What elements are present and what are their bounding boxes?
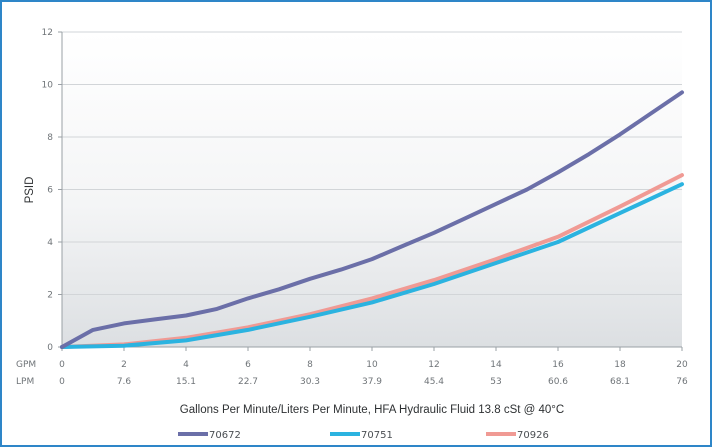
y-tick-label-5: 10	[42, 81, 54, 91]
x-tick-label-9: 18	[614, 360, 626, 370]
x-tick-label-secondary-1: 7.6	[117, 377, 132, 387]
y-tick-label-3: 6	[47, 186, 53, 196]
x-tick-label-secondary-5: 37.9	[362, 377, 382, 387]
x-unit-label-primary: GPM	[16, 360, 36, 370]
x-tick-label-secondary-9: 68.1	[610, 377, 630, 387]
series-lines	[60, 90, 684, 349]
legend-label-0: 70672	[209, 430, 241, 441]
y-tick-label-0: 0	[47, 343, 53, 353]
x-unit-label-secondary: LPM	[16, 377, 34, 387]
y-tick-label-4: 8	[47, 133, 53, 143]
x-tick-label-8: 16	[552, 360, 564, 370]
x-tick-label-secondary-3: 22.7	[238, 377, 258, 387]
legend: 70672 70751 70926	[178, 430, 549, 441]
y-axis-title: PSID	[24, 177, 36, 204]
x-axis-title: Gallons Per Minute/Liters Per Minute, HF…	[180, 404, 564, 416]
y-tick-label-1: 2	[47, 291, 53, 301]
x-tick-label-secondary-7: 53	[490, 377, 501, 387]
grid-lines	[58, 31, 683, 351]
x-tick-label-secondary-6: 45.4	[424, 377, 444, 387]
x-tick-labels: GPM LPM 0 0 2 7.6 4 15.1 6 22.7 8 30.3 10 37.9 12 45.4 1…	[16, 360, 688, 387]
x-tick-label-5: 10	[366, 360, 378, 370]
x-tick-label-secondary-8: 60.6	[548, 377, 568, 387]
x-tick-label-6: 12	[428, 360, 439, 370]
legend-label-2: 70926	[517, 430, 549, 441]
x-tick-label-4: 8	[307, 360, 313, 370]
x-tick-label-0: 0	[59, 360, 65, 370]
x-tick-label-secondary-2: 15.1	[176, 377, 196, 387]
x-tick-label-1: 2	[121, 360, 127, 370]
x-tick-label-secondary-0: 0	[59, 377, 65, 387]
x-tick-label-10: 20	[676, 360, 688, 370]
legend-label-1: 70751	[361, 430, 393, 441]
x-tick-label-secondary-4: 30.3	[300, 377, 320, 387]
x-tick-label-2: 4	[183, 360, 189, 370]
y-tick-labels: 0 2 4 6 8 10 12	[42, 28, 54, 353]
y-tick-label-2: 4	[47, 238, 53, 248]
x-tick-label-secondary-10: 76	[676, 377, 688, 387]
x-tick-label-3: 6	[245, 360, 251, 370]
y-tick-label-6: 12	[42, 28, 53, 38]
axes	[61, 32, 682, 348]
x-tick-label-7: 14	[490, 360, 502, 370]
series-line-70926-2	[60, 173, 684, 349]
series-line-70672-0	[60, 90, 684, 349]
series-line-70751-1	[60, 182, 684, 349]
